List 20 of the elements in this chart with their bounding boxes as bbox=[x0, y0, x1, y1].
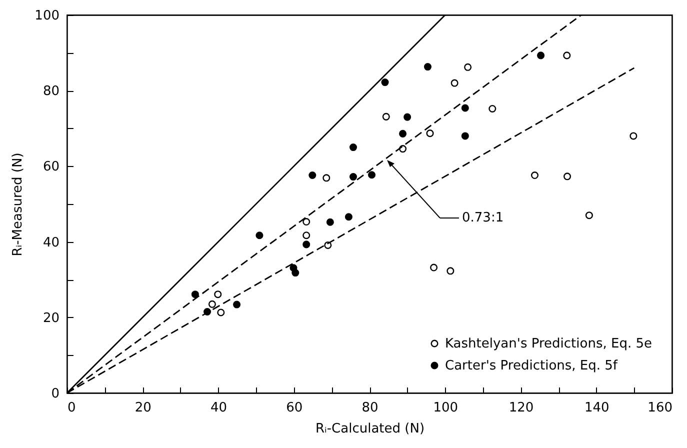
y-tick-label: 100 bbox=[34, 8, 60, 24]
y-tick-label: 0 bbox=[51, 386, 60, 402]
x-tick-label: 40 bbox=[210, 400, 228, 416]
x-tick-label: 0 bbox=[68, 400, 76, 416]
x-tick-label: 160 bbox=[648, 400, 672, 416]
x-tick-label: 120 bbox=[508, 400, 534, 416]
x-tick-label: 20 bbox=[134, 400, 152, 416]
x-tick-label: 100 bbox=[433, 400, 458, 416]
y-axis-title: Rᵢ-Measured (N) bbox=[10, 152, 26, 256]
y-tick-label: 80 bbox=[42, 84, 60, 100]
legend-label: Carter's Predictions, Eq. 5f bbox=[445, 358, 618, 374]
annotation: 0.73:1 bbox=[462, 210, 504, 226]
y-tick-label: 40 bbox=[42, 235, 60, 250]
x-tick-label: 140 bbox=[584, 400, 610, 416]
y-tick-label: 60 bbox=[42, 160, 60, 175]
y-tick-label: 20 bbox=[42, 310, 60, 326]
legend-label: Kashtelyan's Predictions, Eq. 5e bbox=[445, 336, 652, 352]
x-axis-title: Rᵢ-Calculated (N) bbox=[315, 422, 425, 436]
x-tick-label: 80 bbox=[362, 400, 378, 416]
x-tick-label: 60 bbox=[286, 400, 303, 416]
